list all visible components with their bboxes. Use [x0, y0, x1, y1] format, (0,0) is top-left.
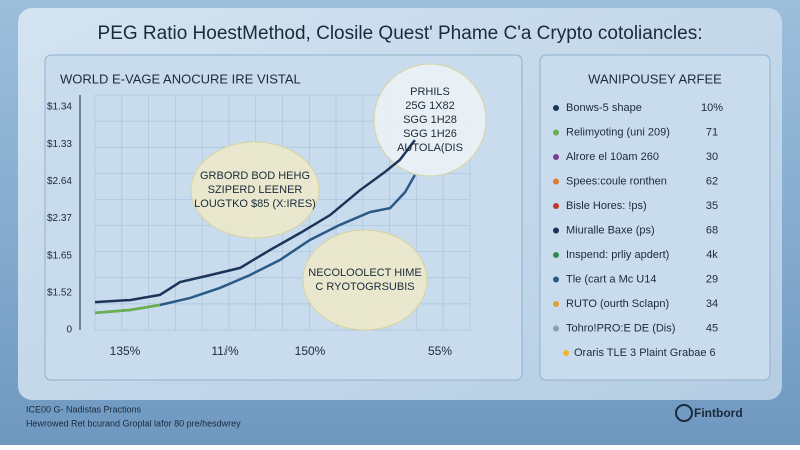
list-label: RUTO (ourth Sclapn) [566, 298, 669, 310]
list-label: Bisle Hores: !ps) [566, 200, 647, 212]
bullet [553, 105, 559, 111]
annotation-text: 25G 1X82 [405, 100, 455, 112]
title: PEG Ratio HoestMethod, Closile Quest' Ph… [98, 23, 703, 44]
annotation-text: AUTOLA(DIS [397, 142, 463, 154]
list-title: WANIPOUSEY ARFEE [588, 71, 722, 86]
bullet [553, 129, 559, 136]
x-axis-label: 150% [295, 344, 326, 358]
annotation-bubble [302, 229, 428, 331]
list-value: 35 [706, 200, 718, 212]
bullet [553, 301, 559, 307]
bullet [553, 203, 559, 209]
list-value: 71 [706, 126, 718, 138]
annotation-text: C RYOTOGRSUBIS [315, 281, 414, 293]
list-label: Inspend: prliy apdert) [566, 249, 669, 261]
list-footer: Oraris TLE 3 Plaint Grabae 6 [574, 347, 716, 359]
list-value: 30 [706, 151, 718, 163]
bullet [553, 252, 559, 258]
list-label: Spees:coule ronthen [566, 175, 667, 187]
list-value: 29 [706, 273, 718, 285]
y-axis-label: $1.33 [47, 139, 72, 150]
list-label: Tle (cart a Mc U14 [566, 273, 656, 285]
bullet [553, 154, 559, 160]
y-axis-label: $1.52 [47, 287, 72, 298]
line-series [94, 303, 161, 315]
list-label: Relimyoting (uni 209) [566, 126, 670, 138]
line-series [94, 139, 416, 304]
list-label: Miuralle Baxe (ps) [566, 224, 655, 236]
annotation-text: SGG 1H26 [403, 128, 457, 140]
list-value: 68 [706, 224, 718, 236]
annotation-bubble [373, 63, 487, 177]
x-axis-label: 55% [428, 344, 452, 358]
list-value: 62 [706, 175, 718, 187]
y-axis-label: 0 [66, 325, 72, 336]
bullet [553, 325, 559, 332]
footer-line: ICE00 G- Nadistas Practions [26, 404, 142, 414]
chart-subtitle: WORLD E-VAGE ANOCURE IRE VISTAL [60, 71, 301, 86]
annotation-text: NECOLOOLECT HIME [308, 267, 422, 279]
annotation-text: SGG 1H28 [403, 114, 457, 126]
x-axis-label: 135% [110, 344, 141, 358]
x-axis-label: 11ⅈ% [211, 344, 239, 358]
list-value: 45 [706, 322, 718, 334]
y-axis-label: $2.64 [47, 176, 72, 187]
list-value: 4k [706, 249, 718, 261]
brand-icon [675, 404, 693, 422]
list-panel [539, 54, 771, 381]
annotation-text: LOUGTKO $85 (X:IRES) [194, 198, 316, 210]
y-axis-label: $2.37 [47, 213, 72, 224]
bullet [563, 350, 569, 356]
y-axis-label: $1.65 [47, 250, 72, 261]
annotation-text: SZIPERD LEENER [208, 184, 303, 196]
list-value: 10% [701, 102, 723, 114]
bullet [553, 227, 559, 234]
list-label: Tohro!PRO:E DE (Dis) [566, 322, 675, 334]
bullet [553, 276, 559, 283]
list-label: Bonws-5 shape [566, 102, 642, 114]
annotation-text: GRBORD BOD HEHG [200, 170, 310, 182]
annotation-bubble [190, 141, 320, 239]
brand: Fintbord [694, 406, 743, 420]
footer-line: Hewrowed Ret bcurand Groplal lafor 80 pr… [26, 418, 241, 428]
bullet [553, 178, 559, 185]
y-axis-label: $1.34 [47, 102, 72, 113]
annotation-text: PRHILS [410, 86, 450, 98]
list-value: 34 [706, 298, 718, 310]
list-label: Alrore el 10am 260 [566, 151, 659, 163]
